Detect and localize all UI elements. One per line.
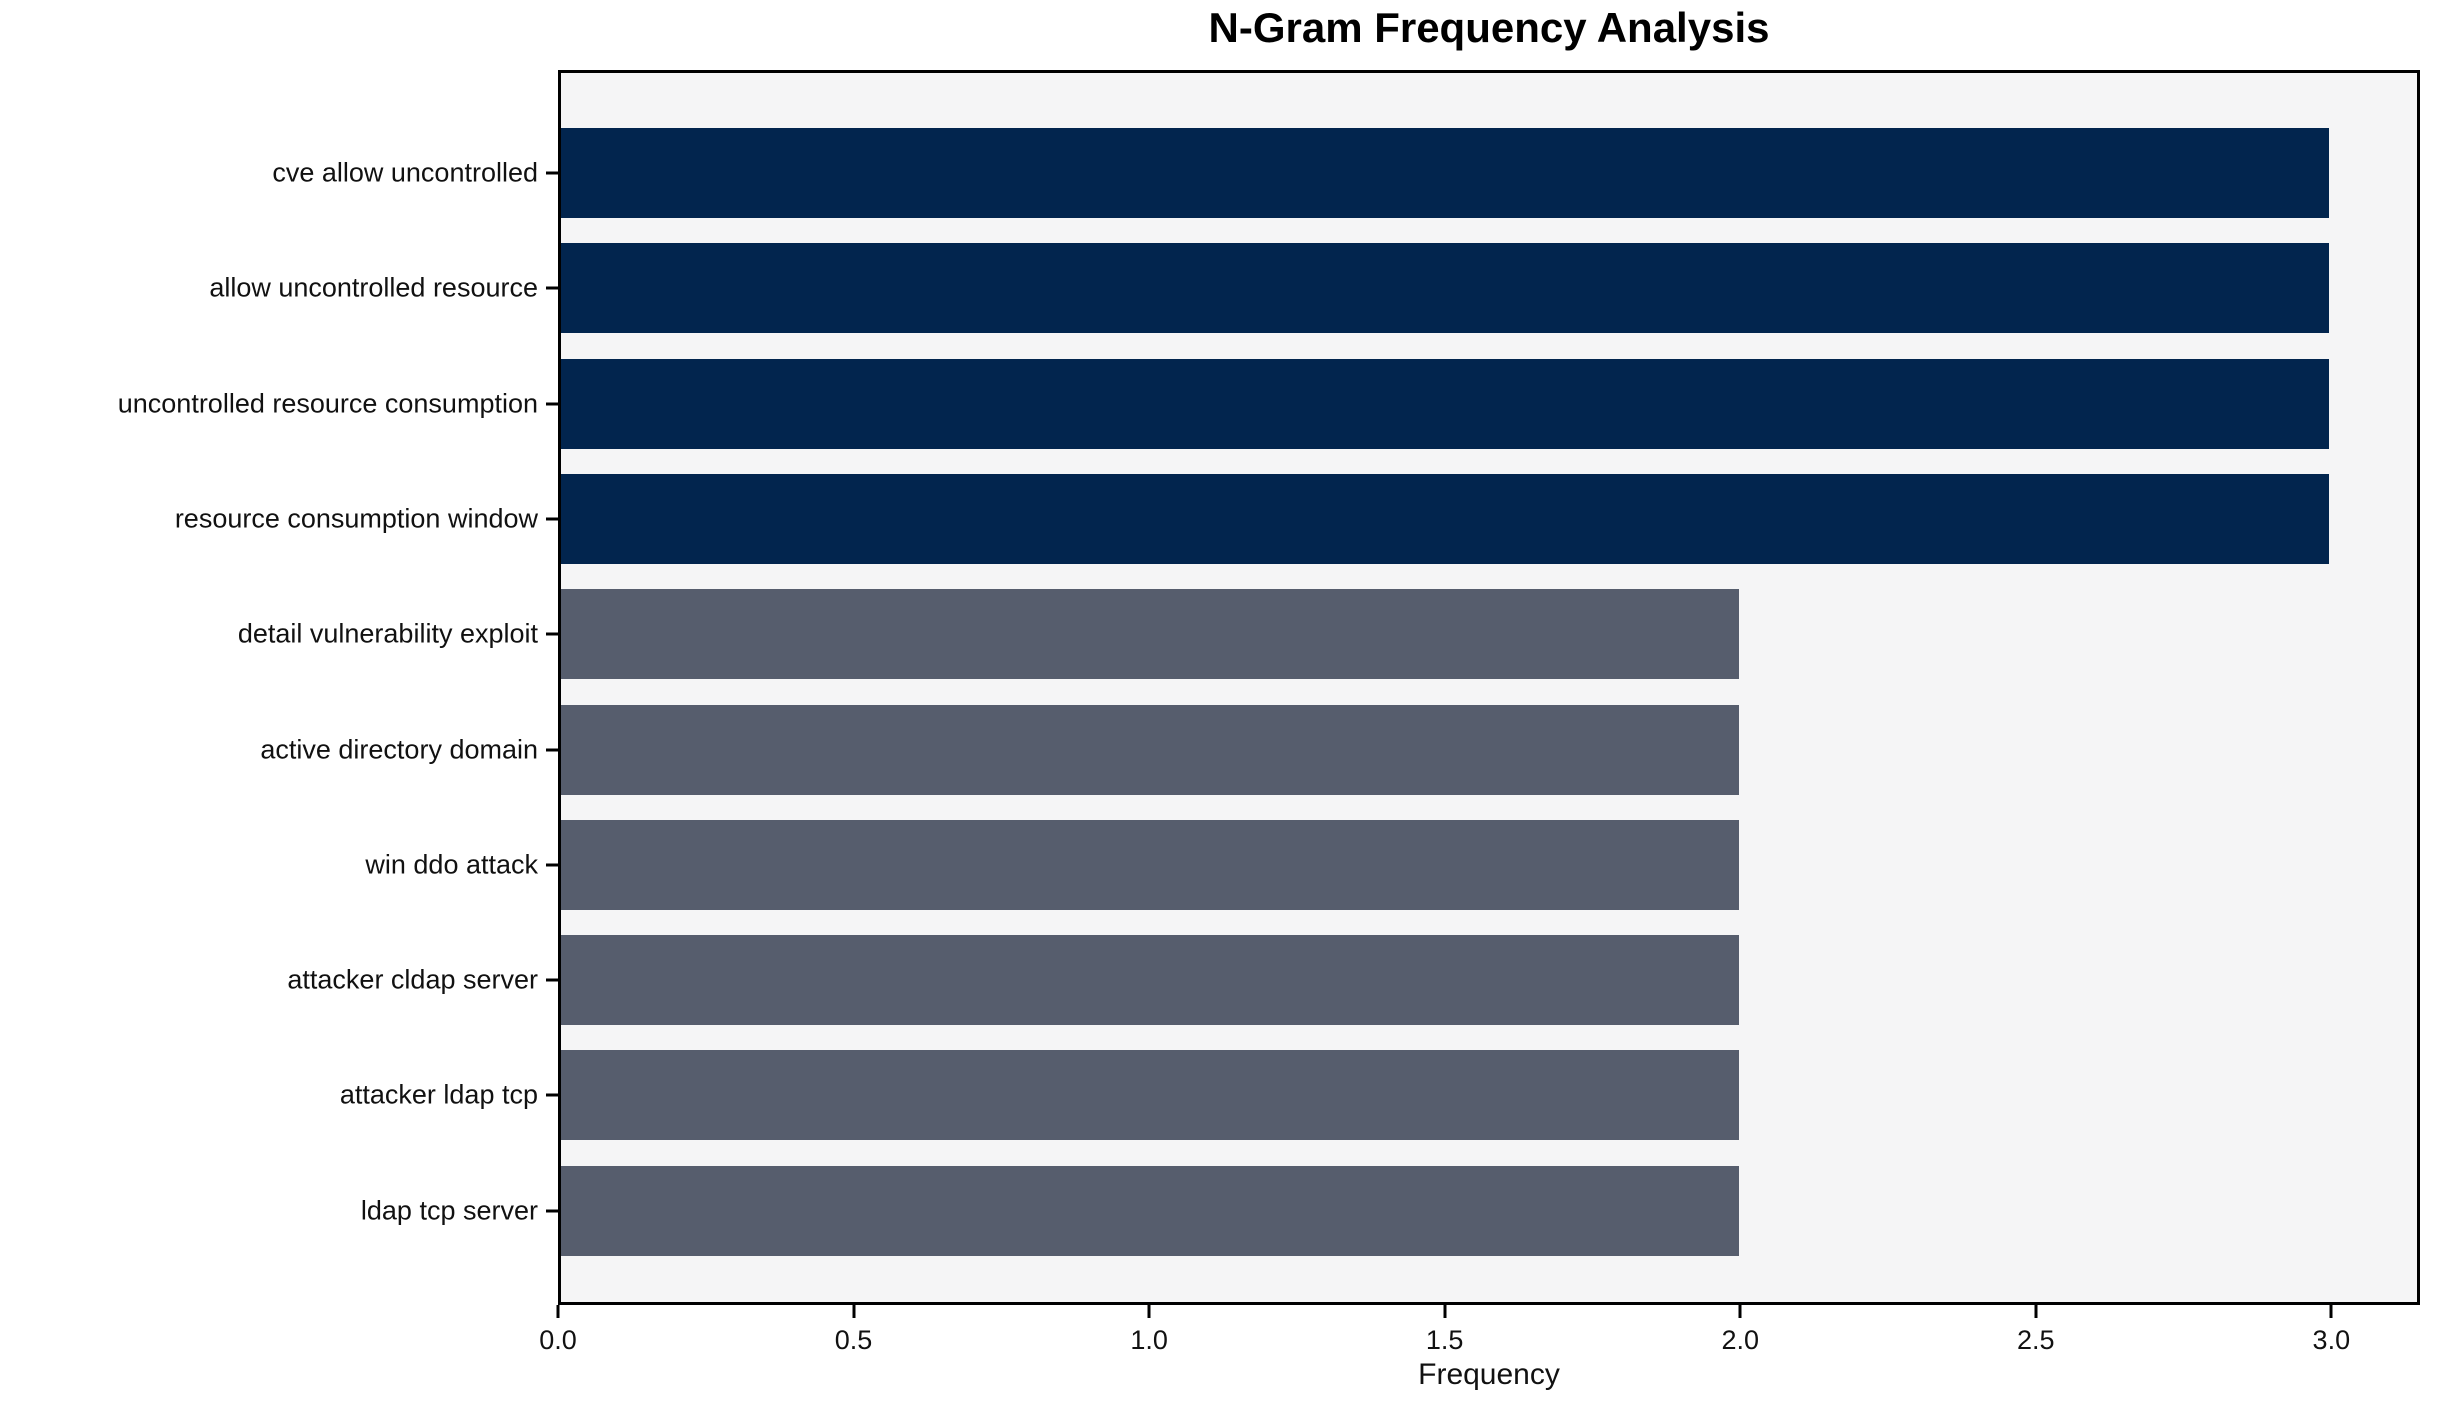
x-tick-mark bbox=[2329, 1305, 2333, 1318]
bar-allow-uncontrolled-resource bbox=[561, 243, 2329, 334]
bar-attacker-ldap-tcp bbox=[561, 1050, 1740, 1141]
bar-uncontrolled-resource-consumption bbox=[561, 358, 2329, 449]
chart-title: N-Gram Frequency Analysis bbox=[1208, 4, 1770, 51]
plot-area bbox=[558, 70, 2420, 1305]
x-tick-label: 1.5 bbox=[1425, 1325, 1464, 1355]
bar-resource-consumption-window bbox=[561, 473, 2329, 564]
y-tick-mark bbox=[546, 863, 558, 867]
x-tick-mark bbox=[1738, 1305, 1742, 1318]
x-tick-label: 2.5 bbox=[2016, 1325, 2055, 1355]
y-tick-label: attacker cldap server bbox=[287, 964, 538, 995]
x-axis-label: Frequency bbox=[1418, 1358, 1560, 1391]
x-tick-label: 2.0 bbox=[1721, 1325, 1759, 1355]
bar-attacker-cldap-server bbox=[561, 935, 1740, 1026]
y-tick-mark bbox=[546, 978, 558, 982]
bar-detail-vulnerability-exploit bbox=[561, 589, 1740, 680]
x-tick-label: 3.0 bbox=[2312, 1325, 2351, 1355]
y-tick-label: detail vulnerability exploit bbox=[237, 618, 538, 649]
bar-win-ddo-attack bbox=[561, 819, 1740, 910]
y-tick-label: win ddo attack bbox=[365, 849, 538, 880]
y-tick-mark bbox=[546, 286, 558, 290]
y-tick-label: ldap tcp server bbox=[360, 1195, 538, 1226]
x-tick-mark bbox=[852, 1305, 856, 1318]
y-tick-label: uncontrolled resource consumption bbox=[117, 388, 538, 419]
y-tick-mark bbox=[546, 1209, 558, 1213]
y-tick-label: resource consumption window bbox=[174, 503, 538, 534]
x-tick-mark bbox=[556, 1305, 560, 1318]
x-tick-mark bbox=[1443, 1305, 1447, 1318]
y-axis: cve allow uncontrolled allow uncontrolled… bbox=[0, 70, 558, 1305]
y-tick-mark bbox=[546, 402, 558, 406]
y-tick-label: allow uncontrolled resource bbox=[209, 272, 538, 303]
y-tick-label: active directory domain bbox=[260, 734, 538, 764]
x-tick-label: 1.0 bbox=[1130, 1325, 1168, 1355]
y-tick-mark bbox=[546, 1093, 558, 1097]
x-tick-label: 0.0 bbox=[539, 1325, 577, 1355]
x-tick-mark bbox=[1147, 1305, 1151, 1318]
bar-cve-allow-uncontrolled bbox=[561, 128, 2329, 218]
y-tick-mark bbox=[546, 171, 558, 175]
y-tick-label: cve allow uncontrolled bbox=[272, 157, 538, 188]
y-tick-mark bbox=[546, 748, 558, 751]
y-tick-label: attacker ldap tcp bbox=[339, 1079, 538, 1110]
y-tick-mark bbox=[546, 632, 558, 636]
x-axis: 0.0 0.5 1.0 1.5 2.0 2.5 3.0 bbox=[539, 1305, 2420, 1414]
y-tick-mark bbox=[546, 517, 558, 521]
bar-active-directory-domain bbox=[561, 704, 1740, 795]
x-tick-mark bbox=[2034, 1305, 2038, 1318]
x-tick-label: 0.5 bbox=[834, 1325, 873, 1355]
bar-ldap-tcp-server bbox=[561, 1165, 1740, 1256]
